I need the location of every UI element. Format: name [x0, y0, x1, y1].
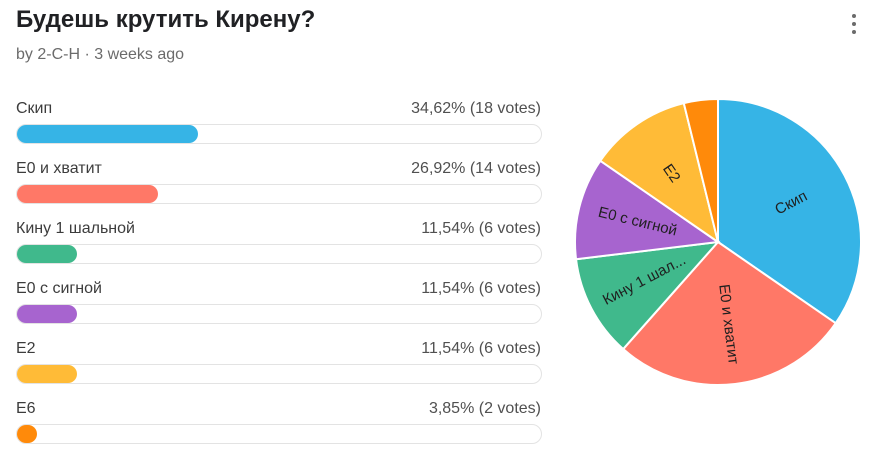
pie-slice — [621, 240, 838, 386]
option-stats: 11,54% (6 votes) — [421, 220, 541, 237]
poll-option[interactable]: E0 и хватит 26,92% (14 votes) — [16, 160, 542, 212]
option-bar-track — [16, 244, 542, 264]
option-stats: 3,85% (2 votes) — [428, 400, 541, 417]
option-bar-track — [16, 364, 542, 384]
poll-option[interactable]: Кину 1 шальной 11,54% (6 votes) — [16, 220, 542, 272]
option-bar-track — [16, 424, 542, 444]
option-bar-fill — [17, 425, 38, 443]
pie-slice — [574, 240, 721, 351]
option-stats: 26,92% (14 votes) — [411, 160, 541, 177]
poll-option[interactable]: E0 с сигной 11,54% (6 votes) — [16, 280, 542, 332]
poll-option[interactable]: E2 11,54% (6 votes) — [16, 340, 542, 392]
pie-slice — [574, 159, 721, 261]
pie-slice — [682, 97, 719, 243]
option-stats: 34,62% (18 votes) — [411, 100, 541, 117]
option-bar-fill — [17, 245, 78, 263]
poll-option[interactable]: Скип 34,62% (18 votes) — [16, 100, 542, 152]
poll-option[interactable]: E6 3,85% (2 votes) — [16, 400, 542, 452]
option-bar-fill — [17, 125, 199, 143]
option-bar-fill — [17, 305, 78, 323]
option-stats: 11,54% (6 votes) — [421, 280, 541, 297]
option-bar-track — [16, 184, 542, 204]
option-label: E2 — [16, 340, 36, 357]
option-bar-fill — [17, 365, 78, 383]
option-label: E6 — [16, 400, 36, 417]
more-options-icon[interactable] — [842, 12, 866, 36]
option-bar-track — [16, 124, 542, 144]
poll-byline: by 2-C-H · 3 weeks ago — [16, 46, 185, 63]
option-label: E0 с сигной — [16, 280, 102, 297]
option-stats: 11,54% (6 votes) — [421, 340, 541, 357]
pie-slice — [717, 97, 862, 325]
option-label: Кину 1 шальной — [16, 220, 135, 237]
option-label: E0 и хватит — [16, 160, 102, 177]
pie-slice — [598, 101, 720, 245]
option-label: Скип — [16, 100, 53, 117]
poll-title: Будешь крутить Кирену? — [16, 6, 316, 33]
option-bar-track — [16, 304, 542, 324]
option-bar-fill — [17, 185, 159, 203]
